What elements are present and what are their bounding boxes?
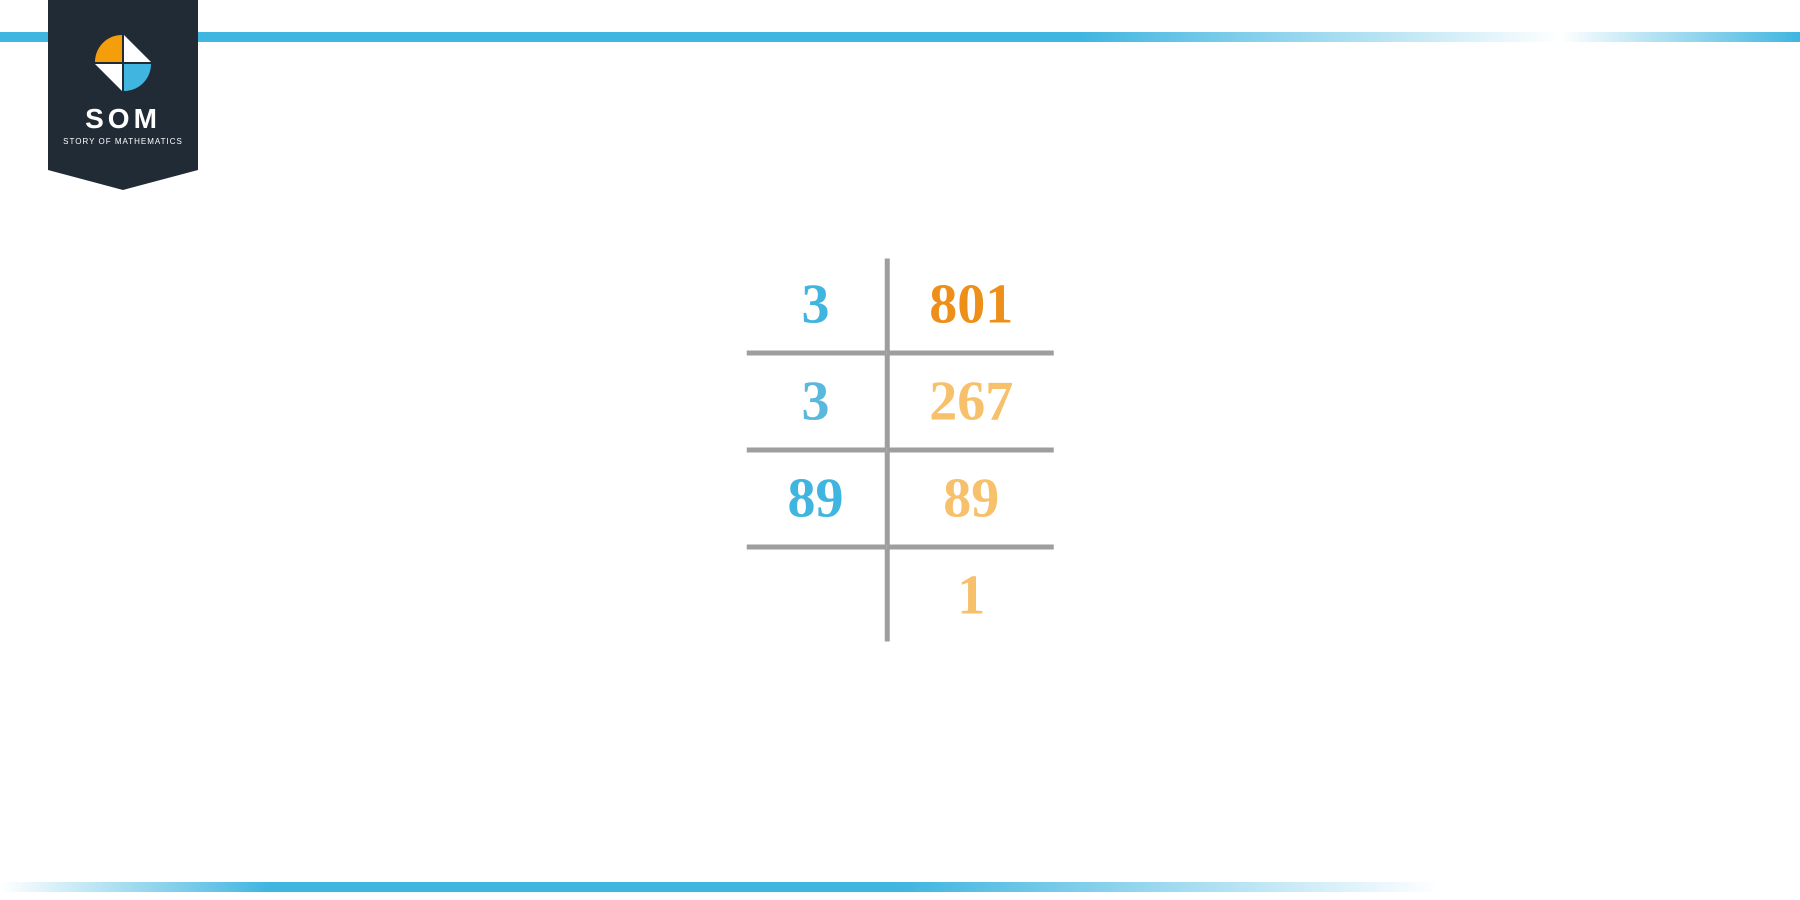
top-accent-bar-left — [0, 32, 48, 42]
bottom-accent-bar — [0, 882, 1800, 892]
quotient-cell: 1 — [887, 550, 1054, 642]
quotient-cell: 89 — [887, 453, 1054, 545]
quotient-cell: 267 — [887, 356, 1054, 448]
brand-logo-icon — [95, 35, 151, 91]
divisor-cell: 3 — [747, 356, 887, 448]
logo-quadrant-2-icon — [124, 35, 151, 62]
divisor-cell — [747, 550, 887, 642]
logo-quadrant-4-icon — [124, 64, 151, 91]
prime-factorization-diagram: 3801326789891 — [747, 259, 1054, 642]
brand-name: SOM — [85, 103, 161, 135]
factorization-row: 3267 — [747, 356, 1054, 448]
factorization-row: 8989 — [747, 453, 1054, 545]
top-accent-bar-right — [198, 32, 1800, 42]
logo-quadrant-3-icon — [95, 64, 122, 91]
factorization-row: 3801 — [747, 259, 1054, 351]
factorization-table: 3801326789891 — [747, 259, 1054, 642]
brand-tagline: STORY OF MATHEMATICS — [63, 137, 183, 146]
factorization-row: 1 — [747, 550, 1054, 642]
logo-quadrant-1-icon — [95, 35, 122, 62]
brand-badge: SOM STORY OF MATHEMATICS — [48, 0, 198, 170]
divisor-cell: 89 — [747, 453, 887, 545]
divisor-cell: 3 — [747, 259, 887, 351]
quotient-cell: 801 — [887, 259, 1054, 351]
